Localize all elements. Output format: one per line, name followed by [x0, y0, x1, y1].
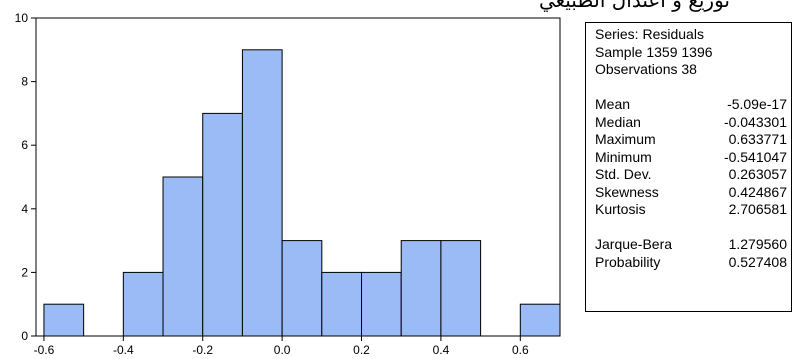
y-tick-label-5: 10 [15, 11, 29, 25]
stat-row: Kurtosis 2.706581 [595, 201, 791, 219]
stat-name: Std. Dev. [595, 166, 652, 182]
y-tick-label-0: 0 [21, 329, 28, 343]
histogram-bar-12 [519, 303, 561, 337]
stat-name: Maximum [595, 131, 656, 147]
histogram-bar-3 [162, 176, 204, 337]
plot-frame [35, 17, 561, 337]
stat-value: -0.043301 [723, 113, 787, 130]
observations-label: Observations 38 [595, 61, 697, 77]
stat-row: Maximum 0.633771 [595, 131, 791, 149]
stat-row: Std. Dev. 0.263057 [595, 166, 791, 184]
x-tick-label-2: -0.2 [192, 343, 213, 357]
series-label: Series: Residuals [595, 26, 704, 42]
histogram-bar-5 [241, 49, 283, 337]
stat-name: Jarque-Bera [595, 236, 673, 252]
stat-value: -5.09e-17 [727, 96, 787, 112]
stat-row: Skewness 0.424867 [595, 184, 791, 202]
stat-row: Minimum -0.541047 [595, 149, 791, 167]
stat-value: -0.541047 [723, 148, 787, 165]
y-tick-label-4: 8 [21, 75, 28, 89]
stat-row: Jarque-Bera 1.279560 [595, 236, 791, 254]
histogram-bar-6 [281, 240, 323, 337]
stat-value: 2.706581 [728, 201, 787, 217]
y-tick-label-2: 4 [21, 202, 28, 216]
histogram-chart: -0.6 -0.4 -0.2 0.0 0.2 0.4 0.6 0 2 4 6 8 10 [15, 11, 561, 357]
test-rows: Jarque-Bera 1.279560 Probability 0.527408 [595, 236, 791, 271]
histogram-bar-2 [122, 271, 164, 337]
histogram-bar-8 [361, 271, 402, 337]
stat-name: Median [595, 113, 641, 130]
x-tick-label-5: 0.4 [433, 343, 450, 357]
sample-label: Sample 1359 1396 [595, 43, 713, 60]
x-tick-label-1: -0.4 [113, 343, 134, 357]
stat-name: Probability [595, 253, 661, 270]
stat-value: 0.263057 [728, 166, 787, 182]
histogram-bar-10 [440, 240, 482, 337]
stat-row: Median -0.043301 [595, 114, 791, 132]
stat-name: Mean [595, 96, 631, 112]
page-header-text: توزيع و اعتدال الطبيعي [538, 0, 730, 12]
x-tick-label-3: 0.0 [274, 343, 291, 357]
stat-name: Minimum [595, 148, 652, 165]
stat-value: 0.633771 [728, 131, 787, 147]
stat-rows: Mean -5.09e-17 Median -0.043301 Maximum 0.633… [595, 96, 791, 219]
y-axis: 0 2 4 6 8 10 [15, 11, 36, 343]
stat-value: 1.279560 [728, 236, 787, 252]
histogram-bar-7 [321, 271, 363, 337]
descriptive-stats-box: Series: Residuals Sample 1359 1396 Obser… [585, 22, 792, 312]
y-tick-label-3: 6 [21, 138, 28, 152]
histogram-bars [43, 49, 561, 337]
y-tick-label-1: 2 [21, 265, 28, 279]
x-tick-label-4: 0.2 [353, 343, 370, 357]
stat-row: Probability 0.527408 [595, 254, 791, 272]
histogram-bar-9 [400, 240, 442, 337]
histogram-bar-0 [43, 303, 85, 337]
stat-value: 0.424867 [728, 183, 787, 200]
x-axis: -0.6 -0.4 -0.2 0.0 0.2 0.4 0.6 [34, 336, 529, 357]
x-tick-label-6: 0.6 [512, 343, 529, 357]
stat-value: 0.527408 [728, 253, 787, 270]
stat-name: Skewness [595, 183, 659, 200]
stat-row: Mean -5.09e-17 [595, 96, 791, 114]
x-tick-label-0: -0.6 [34, 343, 55, 357]
histogram-bar-4 [202, 112, 243, 337]
stat-name: Kurtosis [595, 201, 646, 217]
